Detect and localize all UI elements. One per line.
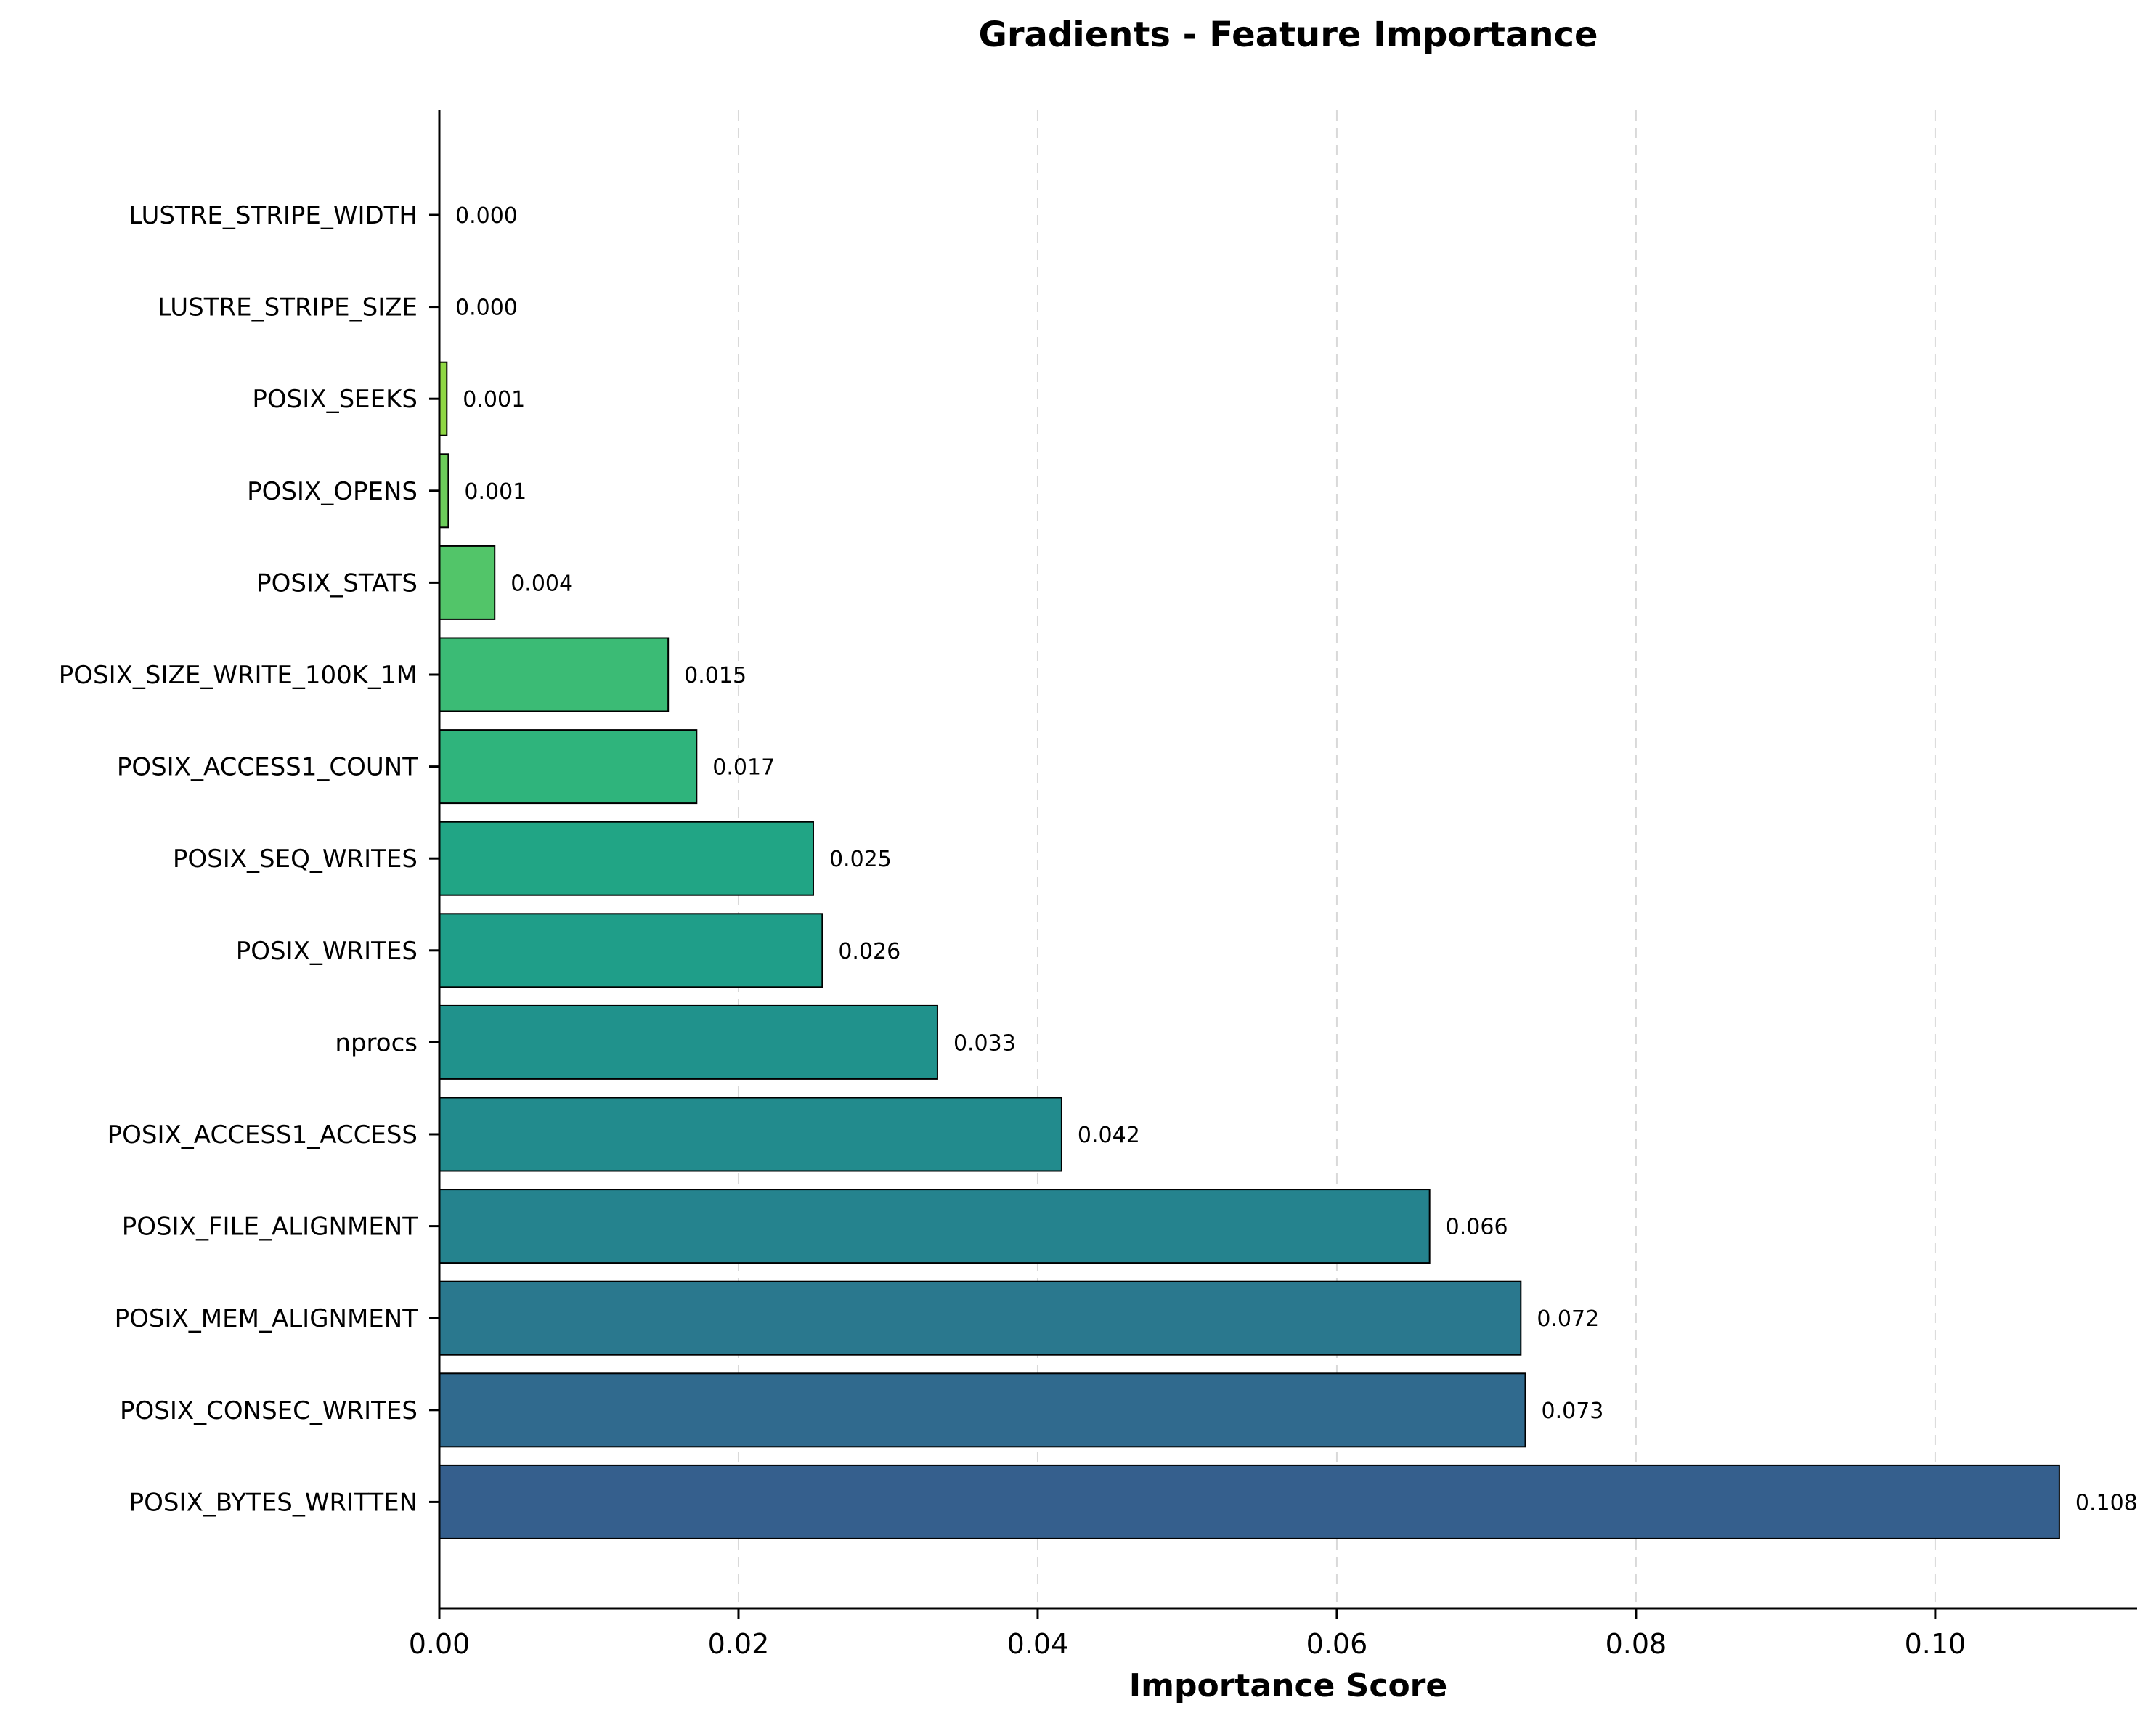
bar-value-label: 0.000 (455, 296, 518, 321)
bar (439, 545, 496, 620)
bars (439, 361, 2060, 1539)
bar-value-label: 0.072 (1537, 1306, 1599, 1332)
bar-value-label: 0.025 (829, 847, 892, 872)
bar (439, 453, 449, 529)
x-tick-label: 0.04 (1007, 1628, 1069, 1660)
y-tick-label: LUSTRE_STRIPE_SIZE (158, 293, 418, 322)
bar-value-label: 0.015 (684, 663, 747, 688)
bar (439, 913, 823, 988)
x-tick-label: 0.08 (1606, 1628, 1667, 1660)
bar-value-label: 0.001 (463, 387, 525, 412)
bar (439, 1372, 1526, 1448)
bar (439, 1189, 1431, 1264)
chart-title: Gradients - Feature Importance (978, 15, 1598, 55)
y-tick-label: POSIX_MEM_ALIGNMENT (115, 1304, 418, 1333)
bar-value-label: 0.108 (2075, 1490, 2138, 1515)
bar-value-label: 0.004 (510, 571, 573, 596)
bar-value-label: 0.000 (455, 203, 518, 229)
bar (439, 361, 448, 436)
bar-value-label: 0.026 (838, 939, 900, 964)
x-tick-label: 0.02 (708, 1628, 770, 1660)
bar-value-label: 0.066 (1446, 1215, 1508, 1240)
bar-value-label: 0.073 (1541, 1399, 1603, 1424)
bar-value-label: 0.017 (712, 755, 775, 781)
y-tick-label: POSIX_STATS (256, 569, 418, 598)
x-axis-label: Importance Score (1129, 1667, 1447, 1704)
bar (439, 1004, 938, 1080)
y-tick-label: POSIX_SEEKS (252, 385, 418, 414)
y-tick-label: POSIX_CONSEC_WRITES (120, 1396, 418, 1425)
y-tick-label: POSIX_OPENS (247, 477, 418, 506)
value-labels: 0.000 0.000 0.001 0.001 0.004 0.015 0.017 0.025… (455, 203, 2138, 1515)
x-tick-label: 0.00 (409, 1628, 471, 1660)
bar-value-label: 0.033 (953, 1030, 1016, 1056)
bar (439, 637, 670, 712)
bar (439, 729, 698, 805)
bar-value-label: 0.001 (464, 479, 526, 505)
y-tick-label: LUSTRE_STRIPE_WIDTH (129, 201, 418, 230)
y-tick-label: POSIX_WRITES (236, 937, 418, 966)
x-axis-ticks: 0.00 0.02 0.04 0.06 0.08 0.10 (409, 1608, 1966, 1660)
y-tick-label: POSIX_ACCESS1_COUNT (117, 753, 418, 782)
bar (439, 1464, 2060, 1539)
grid-lines (737, 110, 1936, 1608)
bar (439, 1097, 1062, 1172)
y-tick-label: POSIX_SEQ_WRITES (173, 845, 418, 874)
y-tick-label: POSIX_FILE_ALIGNMENT (122, 1213, 418, 1242)
bar (439, 821, 814, 896)
y-tick-label: POSIX_ACCESS1_ACCESS (107, 1120, 418, 1150)
y-tick-label: POSIX_SIZE_WRITE_100K_1M (59, 661, 418, 690)
bar-value-label: 0.042 (1078, 1123, 1140, 1148)
y-axis-ticks: LUSTRE_STRIPE_WIDTH LUSTRE_STRIPE_SIZE POS… (59, 201, 439, 1517)
y-tick-label: POSIX_BYTES_WRITTEN (129, 1488, 418, 1517)
x-tick-label: 0.10 (1905, 1628, 1966, 1660)
x-tick-label: 0.06 (1306, 1628, 1368, 1660)
y-tick-label: nprocs (335, 1028, 418, 1057)
bar (439, 1280, 1522, 1356)
